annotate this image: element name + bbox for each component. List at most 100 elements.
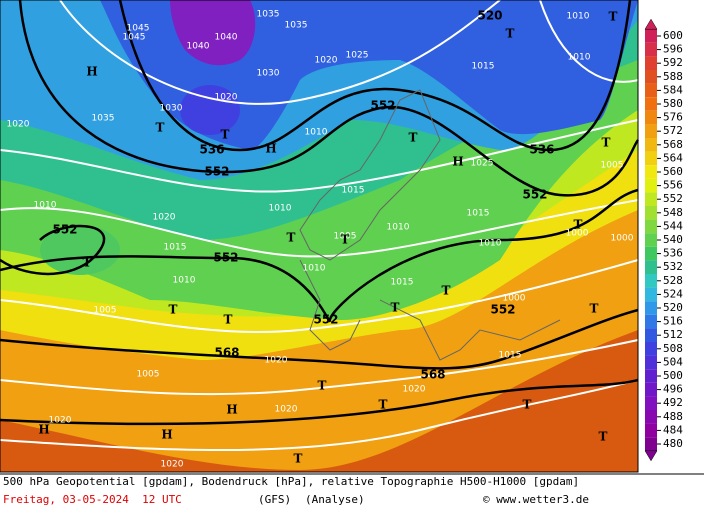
legend-label: 536 [663, 247, 683, 260]
footer-copyright: © www.wetter3.de [483, 493, 589, 506]
legend-label: 552 [663, 192, 683, 205]
legend-label: 484 [663, 423, 683, 436]
legend-swatch [645, 301, 657, 315]
pressure-label: 1015 [472, 62, 495, 72]
isobars [0, 0, 639, 451]
pressure-center: T [506, 27, 515, 41]
pressure-label: 1045 [127, 24, 150, 34]
pressure-center: T [169, 303, 178, 317]
legend-label: 524 [663, 287, 683, 300]
pressure-center: T [609, 10, 618, 24]
pressure-label: 1040 [215, 33, 238, 43]
legend-arrow-top [644, 18, 658, 30]
pressure-center: T [442, 284, 451, 298]
pressure-label: 1015 [499, 351, 522, 361]
legend-label: 584 [663, 83, 683, 96]
legend-label: 560 [663, 165, 683, 178]
pressure-label: 1000 [611, 234, 634, 244]
pressure-label: 1020 [215, 93, 238, 103]
legend-swatch [645, 233, 657, 247]
pressure-label: 1020 [403, 385, 426, 395]
legend-swatch [645, 274, 657, 288]
legend-label: 592 [663, 56, 683, 69]
legend-label: 580 [663, 97, 683, 110]
pressure-label: 1015 [342, 186, 365, 196]
legend-swatch [645, 396, 657, 410]
pressure-center: H [161, 428, 172, 442]
legend-swatch [645, 56, 657, 70]
pressure-label: 1005 [601, 161, 624, 171]
pressure-label: 1010 [568, 53, 591, 63]
legend-label: 540 [663, 233, 683, 246]
legend-label: 488 [663, 410, 683, 423]
legend-swatch [645, 97, 657, 111]
legend-swatch [645, 260, 657, 274]
geopotential-label: 552 [213, 251, 238, 265]
legend-label: 520 [663, 301, 683, 314]
pressure-center: T [341, 233, 350, 247]
legend-label: 480 [663, 437, 683, 450]
legend-label: 504 [663, 355, 683, 368]
pressure-label: 1035 [257, 10, 280, 20]
pressure-label: 1025 [471, 159, 494, 169]
legend-swatch [645, 287, 657, 302]
geopotential-label: 552 [522, 188, 547, 202]
pressure-label: 1000 [503, 294, 526, 304]
pressure-label: 1015 [164, 243, 187, 253]
legend-label: 600 [663, 29, 683, 42]
legend-swatch [645, 314, 657, 329]
pressure-center: T [409, 131, 418, 145]
legend-swatch [645, 110, 657, 125]
geopotential-lines [0, 0, 640, 426]
geopotential-label: 552 [204, 165, 229, 179]
geopotential-label: 552 [370, 99, 395, 113]
geopotential-label: 568 [214, 346, 239, 360]
legend-label: 576 [663, 111, 683, 124]
geopotential-label: 536 [529, 143, 554, 157]
legend-label: 588 [663, 70, 683, 83]
coastlines [299, 89, 561, 361]
pressure-center: T [294, 452, 303, 466]
pressure-center: T [599, 430, 608, 444]
pressure-center: T [523, 398, 532, 412]
legend: 6005965925885845805765725685645605565525… [644, 18, 683, 462]
pressure-center: H [38, 423, 49, 437]
legend-label: 492 [663, 396, 683, 409]
pressure-label: 1010 [303, 264, 326, 274]
pressure-label: 1000 [566, 229, 589, 239]
pressure-center: T [379, 398, 388, 412]
pressure-label: 1010 [387, 223, 410, 233]
legend-swatch [645, 83, 657, 98]
legend-swatch [645, 138, 657, 152]
legend-label: 548 [663, 206, 683, 219]
pressure-center: T [602, 136, 611, 150]
legend-label: 496 [663, 383, 683, 396]
pressure-label: 1010 [479, 239, 502, 249]
geopotential-label: 520 [477, 9, 502, 23]
map-frame [0, 0, 639, 473]
pressure-center: T [156, 121, 165, 135]
pressure-label: 1015 [467, 209, 490, 219]
legend-label: 532 [663, 260, 683, 273]
footer-model: (GFS) [258, 493, 291, 506]
geopotential-label: 552 [313, 313, 338, 327]
geopotential-label: 552 [52, 223, 77, 237]
legend-swatch [645, 192, 657, 206]
pressure-center: T [221, 128, 230, 142]
footer-date: Freitag, 03-05-2024 12 UTC [3, 493, 182, 506]
pressure-label: 1025 [346, 51, 369, 61]
pressure-label: 1035 [285, 21, 308, 31]
pressure-center: H [226, 403, 237, 417]
pressure-label: 1020 [153, 213, 176, 223]
pressure-label: 1040 [187, 42, 210, 52]
legend-swatch [645, 124, 657, 138]
legend-swatch [645, 382, 657, 397]
pressure-center: T [83, 256, 92, 270]
pressure-label: 1030 [257, 69, 280, 79]
legend-label: 568 [663, 138, 683, 151]
legend-label: 508 [663, 342, 683, 355]
pressure-label: 1010 [269, 204, 292, 214]
geopotential-label: 568 [420, 368, 445, 382]
